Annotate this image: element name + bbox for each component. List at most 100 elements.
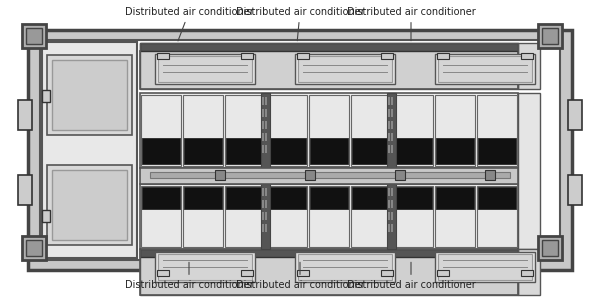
Bar bbox=[215, 170, 225, 180]
Bar bbox=[391, 121, 393, 129]
Bar bbox=[265, 121, 267, 129]
Bar bbox=[568, 175, 582, 205]
Bar bbox=[22, 24, 46, 48]
Bar bbox=[140, 184, 518, 249]
Bar bbox=[436, 187, 474, 209]
Bar bbox=[435, 54, 535, 84]
Bar bbox=[394, 187, 432, 209]
Bar bbox=[391, 200, 393, 208]
Bar bbox=[28, 30, 572, 270]
Bar bbox=[391, 224, 393, 232]
Bar bbox=[262, 97, 264, 105]
Bar bbox=[241, 53, 253, 59]
Bar bbox=[22, 236, 46, 260]
Bar bbox=[262, 224, 264, 232]
Bar bbox=[388, 212, 390, 220]
Bar bbox=[295, 54, 395, 84]
Text: Distributed air conditioner: Distributed air conditioner bbox=[236, 262, 364, 290]
Bar bbox=[388, 121, 390, 129]
Bar bbox=[542, 28, 558, 44]
Text: Distributed air conditioner: Distributed air conditioner bbox=[125, 262, 253, 290]
Bar bbox=[261, 93, 270, 168]
Bar bbox=[140, 249, 518, 295]
Bar bbox=[141, 186, 181, 247]
Bar bbox=[18, 175, 32, 205]
Bar bbox=[265, 200, 267, 208]
Bar bbox=[262, 200, 264, 208]
Bar bbox=[157, 270, 169, 276]
Bar bbox=[568, 100, 582, 130]
Bar bbox=[477, 186, 517, 247]
Text: Distributed air conditioner: Distributed air conditioner bbox=[236, 7, 364, 41]
Bar bbox=[518, 43, 540, 89]
Bar bbox=[52, 60, 127, 130]
Bar bbox=[436, 138, 474, 164]
Bar bbox=[437, 270, 449, 276]
Bar bbox=[485, 170, 495, 180]
Bar bbox=[26, 28, 42, 44]
Text: Distributed air conditioner: Distributed air conditioner bbox=[347, 7, 475, 41]
Bar bbox=[262, 188, 264, 196]
Bar bbox=[40, 40, 560, 260]
Bar bbox=[298, 254, 392, 280]
Bar bbox=[391, 188, 393, 196]
Bar bbox=[391, 109, 393, 117]
Bar bbox=[140, 43, 518, 51]
Bar bbox=[310, 138, 348, 164]
Bar bbox=[391, 133, 393, 141]
Text: Distributed air conditioner: Distributed air conditioner bbox=[125, 7, 253, 41]
Bar bbox=[388, 109, 390, 117]
Bar bbox=[265, 212, 267, 220]
Bar bbox=[538, 24, 562, 48]
Bar bbox=[262, 109, 264, 117]
Bar bbox=[262, 121, 264, 129]
Bar bbox=[47, 55, 132, 135]
Bar bbox=[261, 184, 270, 249]
Bar bbox=[26, 240, 42, 256]
Bar bbox=[142, 187, 180, 209]
Bar bbox=[521, 53, 533, 59]
Bar bbox=[298, 56, 392, 82]
Bar bbox=[226, 187, 264, 209]
Bar bbox=[183, 95, 223, 166]
Bar bbox=[140, 93, 518, 168]
Bar bbox=[394, 138, 432, 164]
Bar bbox=[140, 249, 518, 257]
Bar bbox=[268, 187, 306, 209]
Bar bbox=[388, 145, 390, 153]
Bar bbox=[295, 252, 395, 282]
Bar bbox=[478, 187, 516, 209]
Bar bbox=[538, 236, 562, 260]
Bar bbox=[518, 249, 540, 295]
Bar bbox=[393, 186, 433, 247]
Bar bbox=[150, 172, 510, 178]
Bar bbox=[438, 254, 532, 280]
Bar bbox=[477, 95, 517, 166]
Bar bbox=[388, 224, 390, 232]
Bar bbox=[388, 133, 390, 141]
Bar bbox=[184, 187, 222, 209]
Bar bbox=[42, 90, 50, 102]
Bar bbox=[140, 51, 518, 89]
Bar bbox=[381, 270, 393, 276]
Bar bbox=[157, 53, 169, 59]
Bar bbox=[158, 56, 252, 82]
Bar bbox=[225, 95, 265, 166]
Bar bbox=[267, 186, 307, 247]
Bar bbox=[262, 133, 264, 141]
Bar bbox=[265, 133, 267, 141]
Bar bbox=[155, 54, 255, 84]
Bar bbox=[140, 249, 518, 295]
Bar bbox=[265, 224, 267, 232]
Bar bbox=[142, 138, 180, 164]
Bar bbox=[267, 95, 307, 166]
Bar bbox=[265, 97, 267, 105]
Bar bbox=[297, 270, 309, 276]
Bar bbox=[47, 165, 132, 245]
Bar bbox=[42, 42, 137, 258]
Bar bbox=[268, 138, 306, 164]
Bar bbox=[388, 200, 390, 208]
Bar bbox=[435, 252, 535, 282]
Bar bbox=[225, 186, 265, 247]
Bar bbox=[183, 186, 223, 247]
